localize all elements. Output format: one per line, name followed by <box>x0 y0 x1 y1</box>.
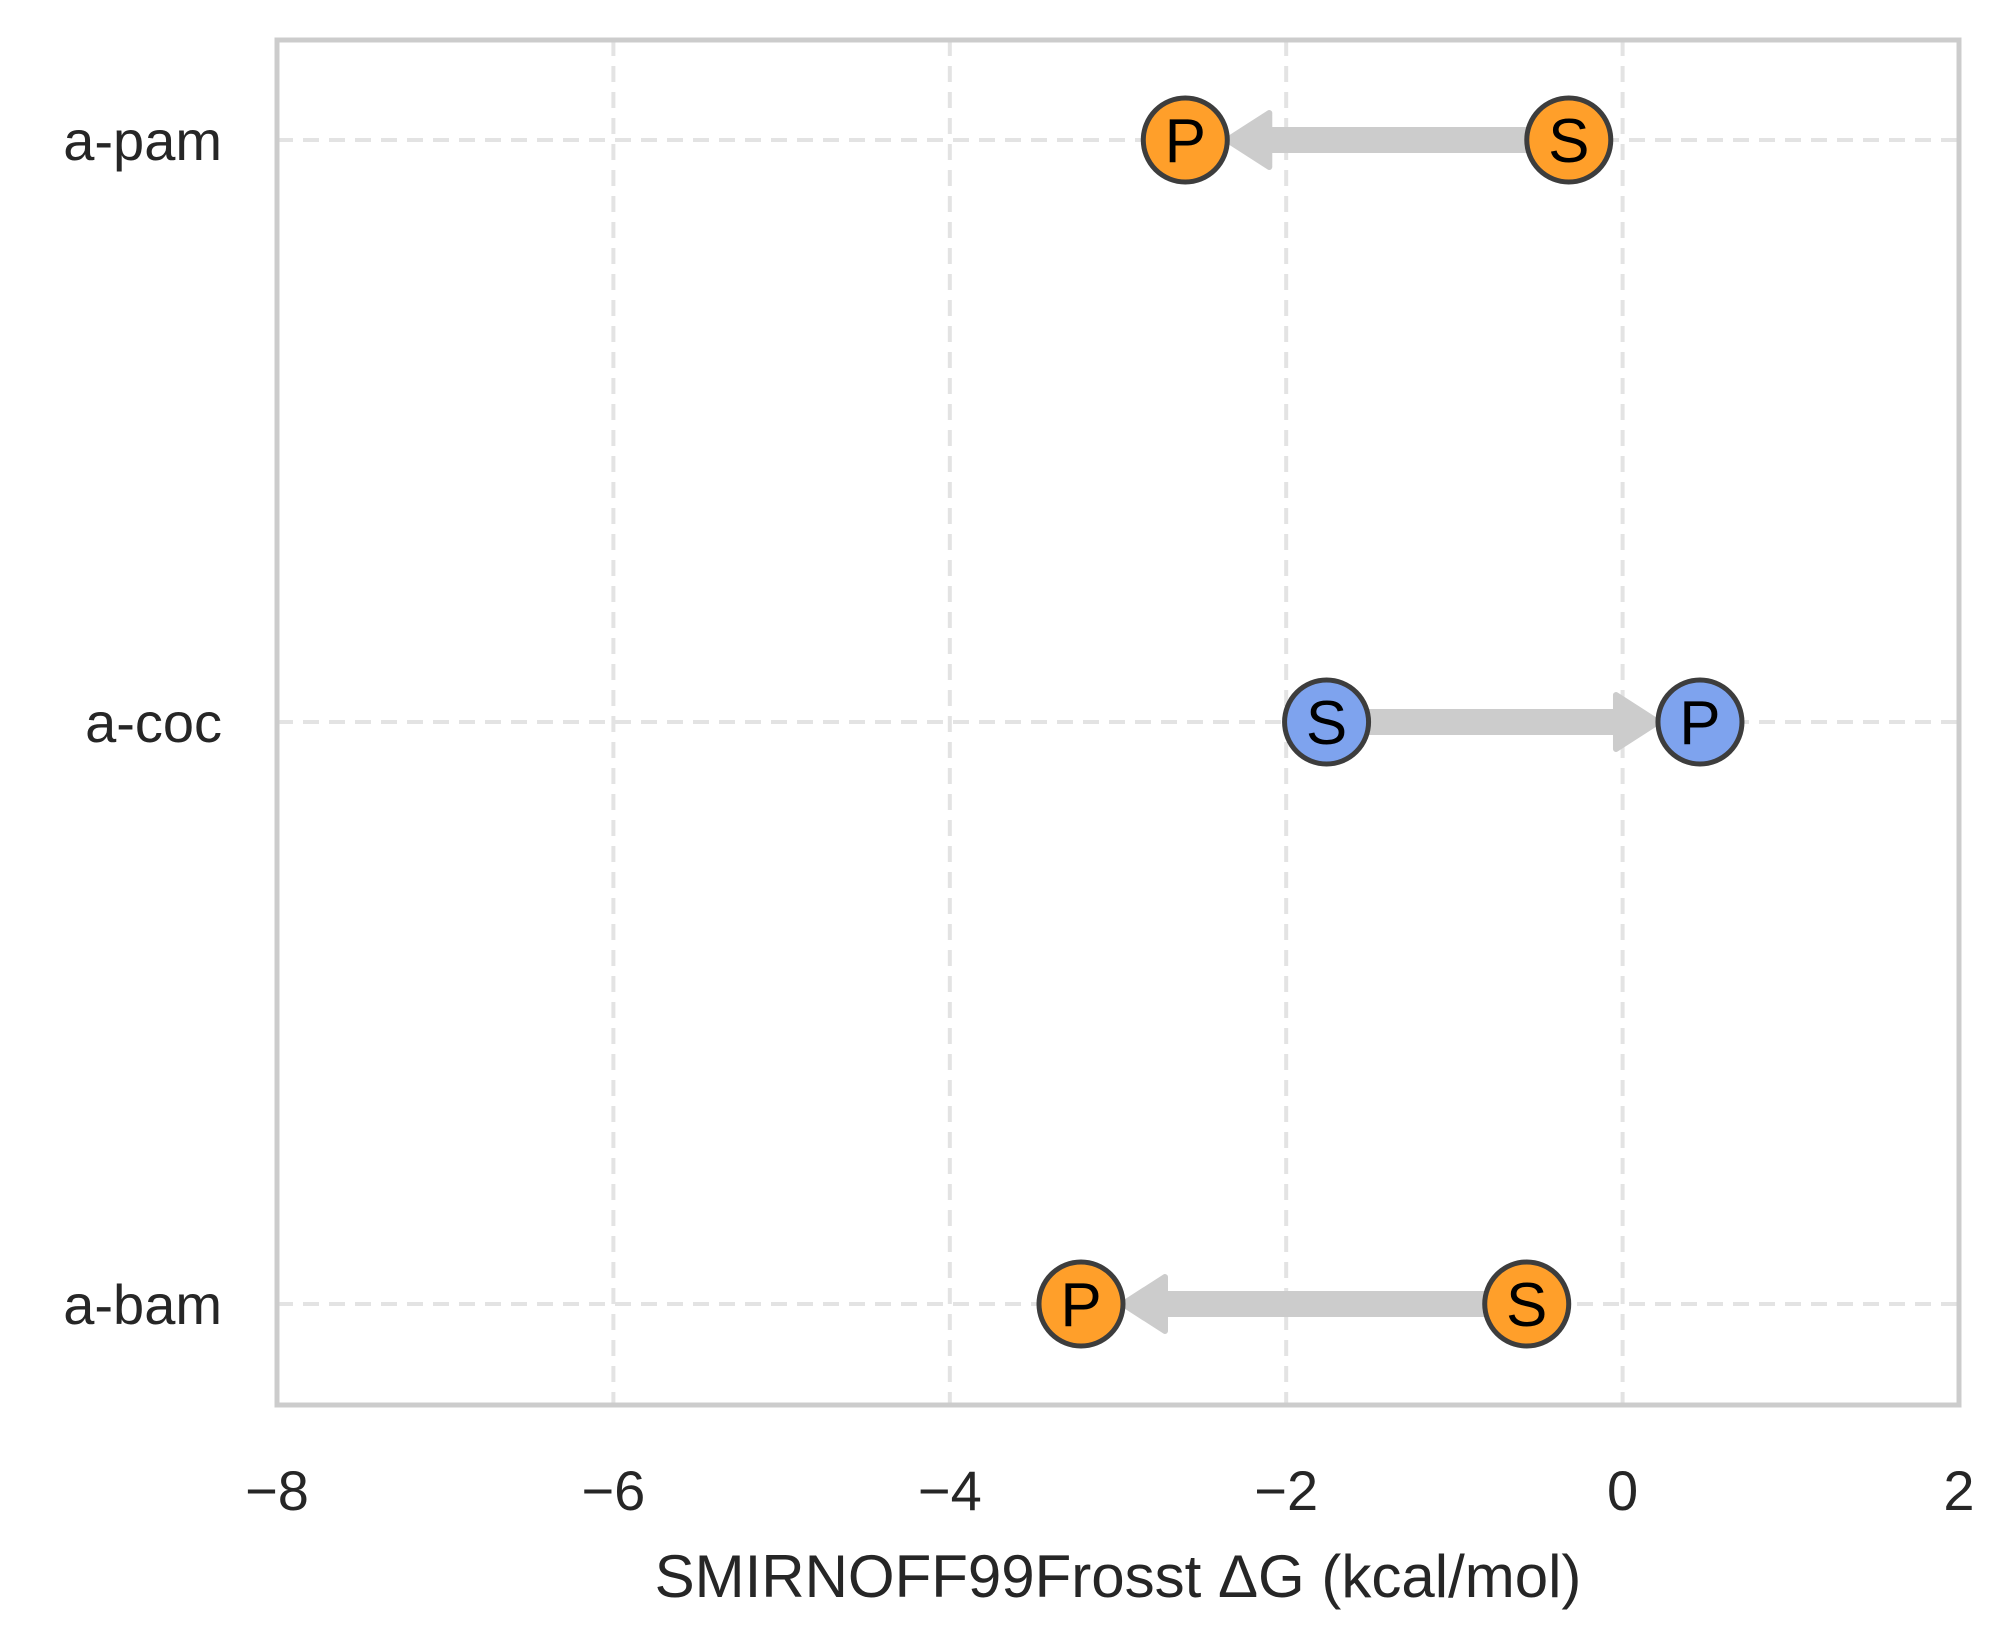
point-markers: S P S P S P <box>1036 95 1745 1349</box>
y-tick-label: a-coc <box>85 691 222 754</box>
start-point-label: S <box>1506 1271 1547 1340</box>
start-point-label: S <box>1306 689 1347 758</box>
x-tick-labels: −8 −6 −4 −2 0 2 <box>245 1459 1975 1522</box>
plot-frame <box>274 37 1962 1408</box>
x-tick-label: 0 <box>1607 1459 1638 1522</box>
start-point-marker <box>1482 1259 1572 1349</box>
x-tick-label: −8 <box>245 1459 309 1522</box>
start-point-marker <box>1524 95 1614 185</box>
end-point-label: P <box>1679 689 1720 758</box>
end-point-marker <box>1655 677 1745 767</box>
x-tick-label: −6 <box>581 1459 645 1522</box>
arrow-head <box>1224 110 1273 170</box>
end-point-marker <box>1140 95 1230 185</box>
start-point-label: S <box>1548 107 1589 176</box>
end-point-label: P <box>1165 107 1206 176</box>
x-tick-label: 2 <box>1943 1459 1974 1522</box>
arrow-head <box>1119 1274 1168 1334</box>
shift-arrows <box>1119 110 1661 1334</box>
end-point-label: P <box>1060 1271 1101 1340</box>
start-point-marker <box>1282 677 1372 767</box>
x-axis-title: SMIRNOFF99Frosst ΔG (kcal/mol) <box>655 1543 1582 1610</box>
y-tick-label: a-bam <box>63 1273 222 1336</box>
y-tick-label: a-pam <box>63 109 222 172</box>
x-tick-label: −4 <box>918 1459 982 1522</box>
end-point-marker <box>1036 1259 1126 1349</box>
x-tick-label: −2 <box>1254 1459 1318 1522</box>
arrow-head <box>1612 692 1661 752</box>
y-tick-labels: a-bam a-coc a-pam <box>63 109 222 1336</box>
